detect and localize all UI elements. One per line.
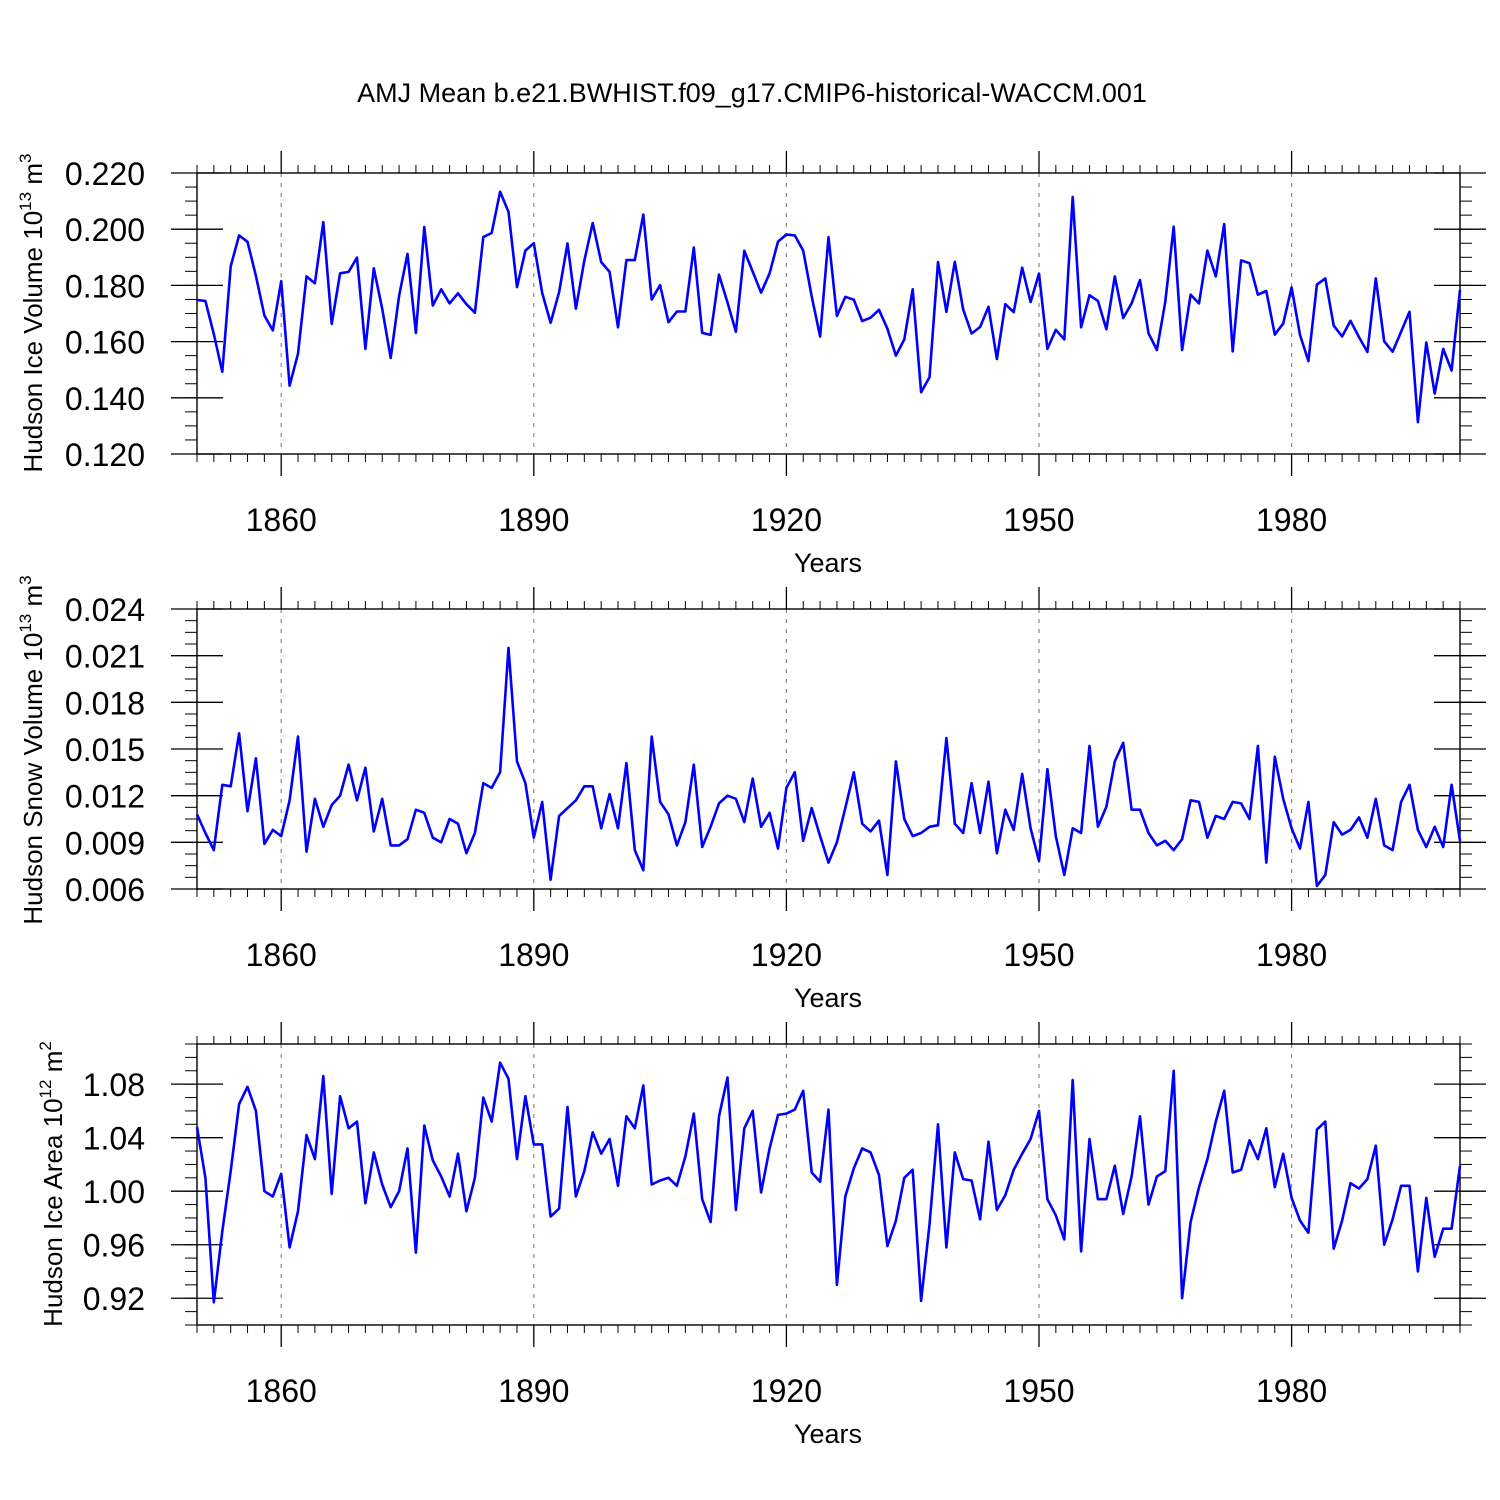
plot-frame xyxy=(196,608,1461,890)
y-tick-label: 0.015 xyxy=(65,732,145,768)
y-tick-label: 0.92 xyxy=(83,1281,145,1317)
y-axis-exponent: 13 xyxy=(16,614,35,633)
plot-frame xyxy=(196,172,1461,455)
y-axis-label: Hudson Ice Area 10 xyxy=(38,1098,68,1326)
series-line xyxy=(196,190,1462,424)
x-tick-label: 1920 xyxy=(751,937,822,973)
y-axis-label: Hudson Ice Volume 10 xyxy=(18,211,48,473)
y-tick-label: 0.012 xyxy=(65,779,145,815)
x-tick-label: 1980 xyxy=(1256,502,1327,538)
y-tick-label: 0.009 xyxy=(65,825,145,861)
svg-text:Hudson Snow Volume 1013 m3: Hudson Snow Volume 1013 m3 xyxy=(16,575,48,924)
y-tick-label: 1.08 xyxy=(83,1067,145,1103)
y-tick-label: 0.96 xyxy=(83,1228,145,1264)
y-axis-unit-exponent: 3 xyxy=(16,154,35,163)
y-axis-exponent: 12 xyxy=(36,1080,55,1099)
y-tick-label: 0.160 xyxy=(65,325,145,361)
plot-frame xyxy=(196,1043,1461,1326)
y-axis-unit: m xyxy=(38,1051,68,1080)
y-axis-unit-exponent: 3 xyxy=(16,575,35,584)
y-tick-label: 0.006 xyxy=(65,872,145,908)
x-tick-label: 1890 xyxy=(498,1373,569,1409)
y-tick-label: 0.018 xyxy=(65,685,145,721)
panel-ice-volume: Hudson Ice Volume 1013 m3 Years 1860 1890… xyxy=(16,151,1486,578)
series-line xyxy=(195,646,1462,888)
panel-snow-volume: Hudson Snow Volume 1013 m3 Years 1860 189… xyxy=(16,575,1486,1013)
y-tick-label: 0.200 xyxy=(65,212,145,248)
x-axis-title: Years xyxy=(794,983,862,1013)
y-tick-label: 0.120 xyxy=(65,437,145,473)
x-tick-label: 1890 xyxy=(498,502,569,538)
chart-title: AMJ Mean b.e21.BWHIST.f09_g17.CMIP6-hist… xyxy=(357,78,1147,108)
x-axis-title: Years xyxy=(794,1419,862,1449)
x-tick-label: 1950 xyxy=(1003,502,1074,538)
x-tick-label: 1950 xyxy=(1003,1373,1074,1409)
y-tick-label: 0.140 xyxy=(65,381,145,417)
y-axis-exponent: 13 xyxy=(16,192,35,211)
y-axis-title: Hudson Ice Area 1012 m2 xyxy=(36,1041,68,1327)
x-axis-title: Years xyxy=(794,548,862,578)
y-axis-unit: m xyxy=(18,163,48,192)
x-tick-label: 1860 xyxy=(246,502,317,538)
y-tick-label: 0.220 xyxy=(65,156,145,192)
x-tick-label: 1860 xyxy=(246,937,317,973)
y-axis-unit-exponent: 2 xyxy=(36,1041,55,1050)
y-tick-label: 1.04 xyxy=(83,1121,145,1157)
y-axis-title: Hudson Snow Volume 1013 m3 xyxy=(16,575,48,924)
y-axis-unit: m xyxy=(18,585,48,614)
x-tick-label: 1920 xyxy=(751,1373,822,1409)
y-axis-title: Hudson Ice Volume 1013 m3 xyxy=(16,154,48,473)
series-line xyxy=(195,1061,1462,1304)
y-tick-label: 0.021 xyxy=(65,639,145,675)
y-tick-label: 0.024 xyxy=(65,592,145,628)
y-tick-label: 0.180 xyxy=(65,268,145,304)
x-tick-label: 1980 xyxy=(1256,1373,1327,1409)
x-tick-label: 1980 xyxy=(1256,937,1327,973)
svg-text:Hudson Ice Area 1012 m2: Hudson Ice Area 1012 m2 xyxy=(36,1041,68,1327)
y-tick-label: 1.00 xyxy=(83,1174,145,1210)
x-tick-label: 1950 xyxy=(1003,937,1074,973)
x-tick-label: 1920 xyxy=(751,502,822,538)
y-axis-label: Hudson Snow Volume 10 xyxy=(18,633,48,925)
x-tick-label: 1890 xyxy=(498,937,569,973)
panel-ice-area: Hudson Ice Area 1012 m2 Years 1860 1890 19… xyxy=(36,1022,1486,1449)
x-tick-label: 1860 xyxy=(246,1373,317,1409)
svg-text:Hudson Ice Volume 1013 m3: Hudson Ice Volume 1013 m3 xyxy=(16,154,48,473)
